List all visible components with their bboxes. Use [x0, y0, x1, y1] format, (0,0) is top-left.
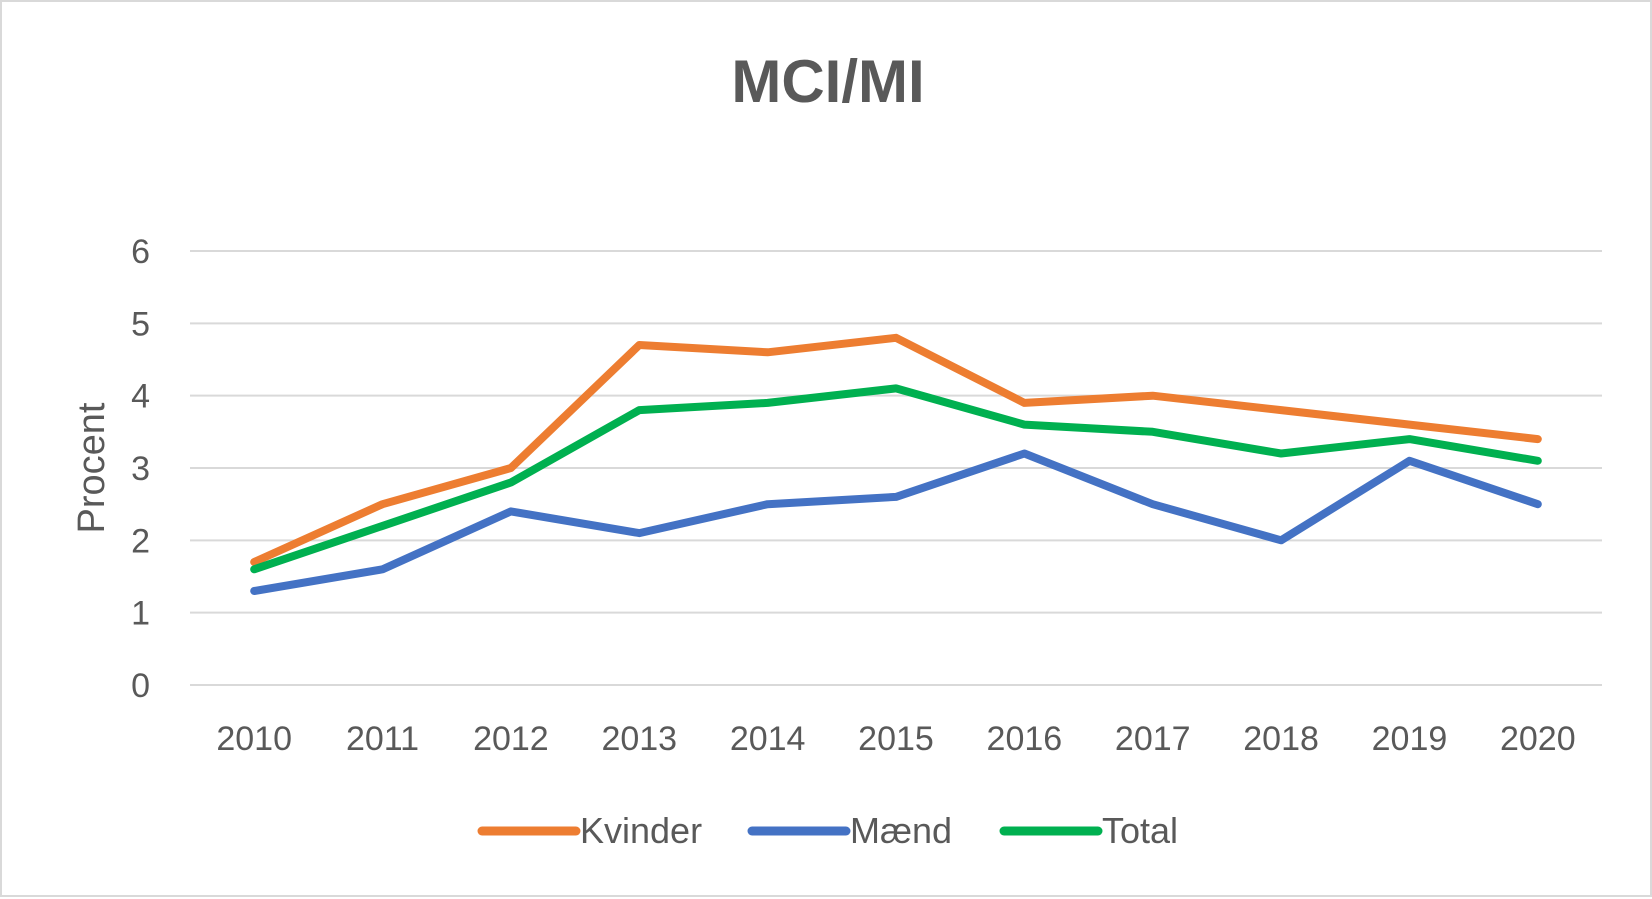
y-tick-label: 4 — [131, 378, 150, 416]
x-tick-label: 2020 — [1500, 720, 1576, 758]
y-axis-label: Procent — [71, 402, 113, 533]
x-axis-ticks: 2010 2011 2012 2013 2014 2015 2016 2017 2018 2019… — [216, 720, 1575, 758]
series-line-mænd — [250, 449, 1542, 595]
x-tick-label: 2019 — [1372, 720, 1448, 758]
legend-label: Mænd — [850, 810, 952, 851]
legend-label: Total — [1102, 810, 1178, 851]
series-lines — [250, 333, 1542, 595]
chart-title: MCI/MI — [731, 48, 924, 115]
series-line-kvinder — [250, 333, 1542, 566]
x-tick-label: 2014 — [730, 720, 806, 758]
x-tick-label: 2016 — [987, 720, 1063, 758]
x-tick-label: 2012 — [473, 720, 549, 758]
y-axis-ticks: 0 1 2 3 4 5 6 — [131, 233, 150, 705]
legend-label: Kvinder — [580, 810, 702, 851]
y-tick-label: 1 — [131, 595, 150, 633]
y-tick-label: 3 — [131, 450, 150, 488]
x-tick-label: 2015 — [858, 720, 934, 758]
y-tick-label: 6 — [131, 233, 150, 271]
y-tick-label: 0 — [131, 667, 150, 705]
y-tick-label: 5 — [131, 305, 150, 343]
x-tick-label: 2010 — [216, 720, 292, 758]
series-line-total — [250, 384, 1542, 574]
y-tick-label: 2 — [131, 522, 150, 560]
x-tick-label: 2018 — [1243, 720, 1319, 758]
x-tick-label: 2011 — [346, 720, 419, 758]
x-tick-label: 2017 — [1115, 720, 1191, 758]
gridlines — [190, 250, 1602, 686]
legend: Kvinder Mænd Total — [477, 810, 1178, 851]
x-tick-label: 2013 — [601, 720, 677, 758]
